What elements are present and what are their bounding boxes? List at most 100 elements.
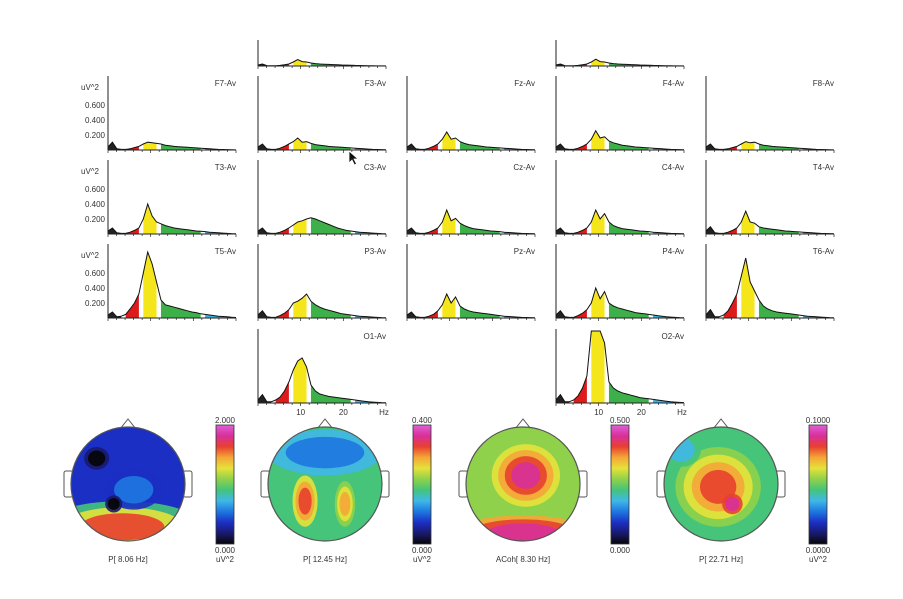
colorbar bbox=[215, 424, 235, 545]
colorbar bbox=[808, 424, 828, 545]
channel-label: T4-Av bbox=[813, 163, 834, 172]
spectrum-line bbox=[406, 131, 536, 151]
band-fill bbox=[591, 210, 605, 234]
channel-label: C3-Av bbox=[364, 163, 386, 172]
field-contour bbox=[88, 450, 106, 467]
colorbar-max-label: 0.400 bbox=[412, 416, 433, 425]
head-outline bbox=[267, 426, 383, 542]
spectrum-line bbox=[406, 292, 536, 319]
spectrum-panel-t5-av: T5-Av uV^2 0.200 0.400 0.600 bbox=[81, 244, 237, 321]
spectrum-line bbox=[107, 141, 237, 151]
band-fill bbox=[355, 315, 386, 318]
band-fill bbox=[442, 210, 456, 234]
spectrum-panel-cz-av: Cz-Av bbox=[406, 160, 536, 237]
colorbar-unit-label: uV^2 bbox=[809, 555, 828, 564]
band-fill bbox=[573, 309, 587, 318]
channel-label: T5-Av bbox=[215, 247, 236, 256]
channel-label: F7-Av bbox=[215, 79, 236, 88]
colorbar-max-label: 2.000 bbox=[215, 416, 236, 425]
y-tick-label: 0.400 bbox=[85, 284, 106, 293]
spectrum-panel-o2-av: O2-Av 10 20 Hz bbox=[555, 329, 687, 417]
head-field bbox=[664, 427, 778, 541]
band-fill bbox=[758, 300, 799, 318]
field-contour bbox=[339, 491, 351, 516]
spectrum-line bbox=[705, 141, 835, 151]
band-fill bbox=[591, 288, 605, 318]
spectrum-line bbox=[555, 208, 685, 235]
colorbar-min-label: 0.000 bbox=[610, 546, 631, 555]
band-fill bbox=[573, 376, 587, 403]
channel-label: Fz-Av bbox=[514, 79, 535, 88]
band-fill bbox=[143, 204, 157, 234]
spectrum-panel-t6-av: T6-Av bbox=[705, 244, 835, 321]
band-fill bbox=[143, 142, 157, 150]
spectrum-line bbox=[555, 330, 685, 404]
y-tick-label: 0.600 bbox=[85, 101, 106, 110]
spectrum-line bbox=[257, 217, 387, 235]
field-contour bbox=[114, 475, 154, 504]
map-caption: ACoh[ 8.30 Hz] bbox=[496, 555, 550, 564]
spectrum-line bbox=[107, 250, 237, 319]
spectrum-panel-c4-av: C4-Av bbox=[555, 160, 685, 237]
channel-label: F4-Av bbox=[663, 79, 684, 88]
channel-label: T3-Av bbox=[215, 163, 236, 172]
channel-label: P3-Av bbox=[364, 247, 386, 256]
spectrum-panel-f4-av: F4-Av bbox=[555, 76, 685, 153]
spectrum-panel-t3-av: T3-Av uV^2 0.200 0.400 0.600 bbox=[81, 160, 237, 237]
x-unit-label: Hz bbox=[379, 408, 389, 417]
y-axis-label: uV^2 bbox=[81, 83, 100, 92]
spectrum-line bbox=[555, 129, 685, 151]
y-axis-label: uV^2 bbox=[81, 251, 100, 260]
band-fill bbox=[293, 138, 307, 150]
band-fill bbox=[143, 252, 157, 318]
field-contour bbox=[487, 523, 559, 541]
spectrum-panel-fz-av: Fz-Av bbox=[406, 76, 536, 153]
channel-label: Pz-Av bbox=[514, 247, 535, 256]
band-fill bbox=[653, 399, 684, 403]
x-tick-label: 10 bbox=[296, 408, 305, 417]
y-tick-label: 0.600 bbox=[85, 269, 106, 278]
x-tick-label: 10 bbox=[594, 408, 603, 417]
y-tick-label: 0.400 bbox=[85, 200, 106, 209]
field-contour bbox=[298, 487, 312, 515]
band-fill bbox=[803, 315, 834, 318]
band-fill bbox=[293, 219, 307, 234]
channel-label: Cz-Av bbox=[513, 163, 535, 172]
spectrum-line bbox=[705, 209, 835, 235]
band-fill bbox=[310, 217, 351, 234]
band-fill bbox=[591, 59, 605, 66]
spectrum-line bbox=[107, 202, 237, 235]
field-contour bbox=[80, 513, 165, 541]
colorbar-min-label: 0.000 bbox=[215, 546, 236, 555]
field-contour bbox=[107, 498, 120, 510]
colorbar-unit-label: uV^2 bbox=[413, 555, 432, 564]
band-fill bbox=[741, 211, 755, 234]
band-fill bbox=[653, 315, 684, 318]
spectrum-panel-top-18 bbox=[555, 40, 685, 69]
field-contour bbox=[725, 496, 740, 512]
field-contour bbox=[285, 436, 365, 469]
spectrum-panel-f3-av: F3-Av bbox=[257, 76, 387, 153]
channel-label: F8-Av bbox=[813, 79, 834, 88]
head-outline bbox=[663, 426, 779, 542]
head-field bbox=[268, 427, 382, 541]
band-fill bbox=[275, 382, 289, 403]
spectrum-panel-pz-av: Pz-Av bbox=[406, 244, 536, 321]
band-fill bbox=[459, 141, 500, 150]
channel-label: O2-Av bbox=[661, 332, 684, 341]
band-fill bbox=[591, 331, 605, 403]
band-fill bbox=[608, 303, 649, 318]
field-contour bbox=[511, 462, 541, 489]
spectrum-line bbox=[257, 137, 387, 151]
head-outline bbox=[70, 426, 186, 542]
y-tick-label: 0.200 bbox=[85, 131, 106, 140]
x-tick-label: 20 bbox=[637, 408, 646, 417]
channel-label: T6-Av bbox=[813, 247, 834, 256]
topomap-3: ACoh[ 8.30 Hz] 0.500 0.000 bbox=[458, 416, 631, 564]
band-fill bbox=[355, 400, 386, 403]
spectrum-line bbox=[555, 286, 685, 319]
